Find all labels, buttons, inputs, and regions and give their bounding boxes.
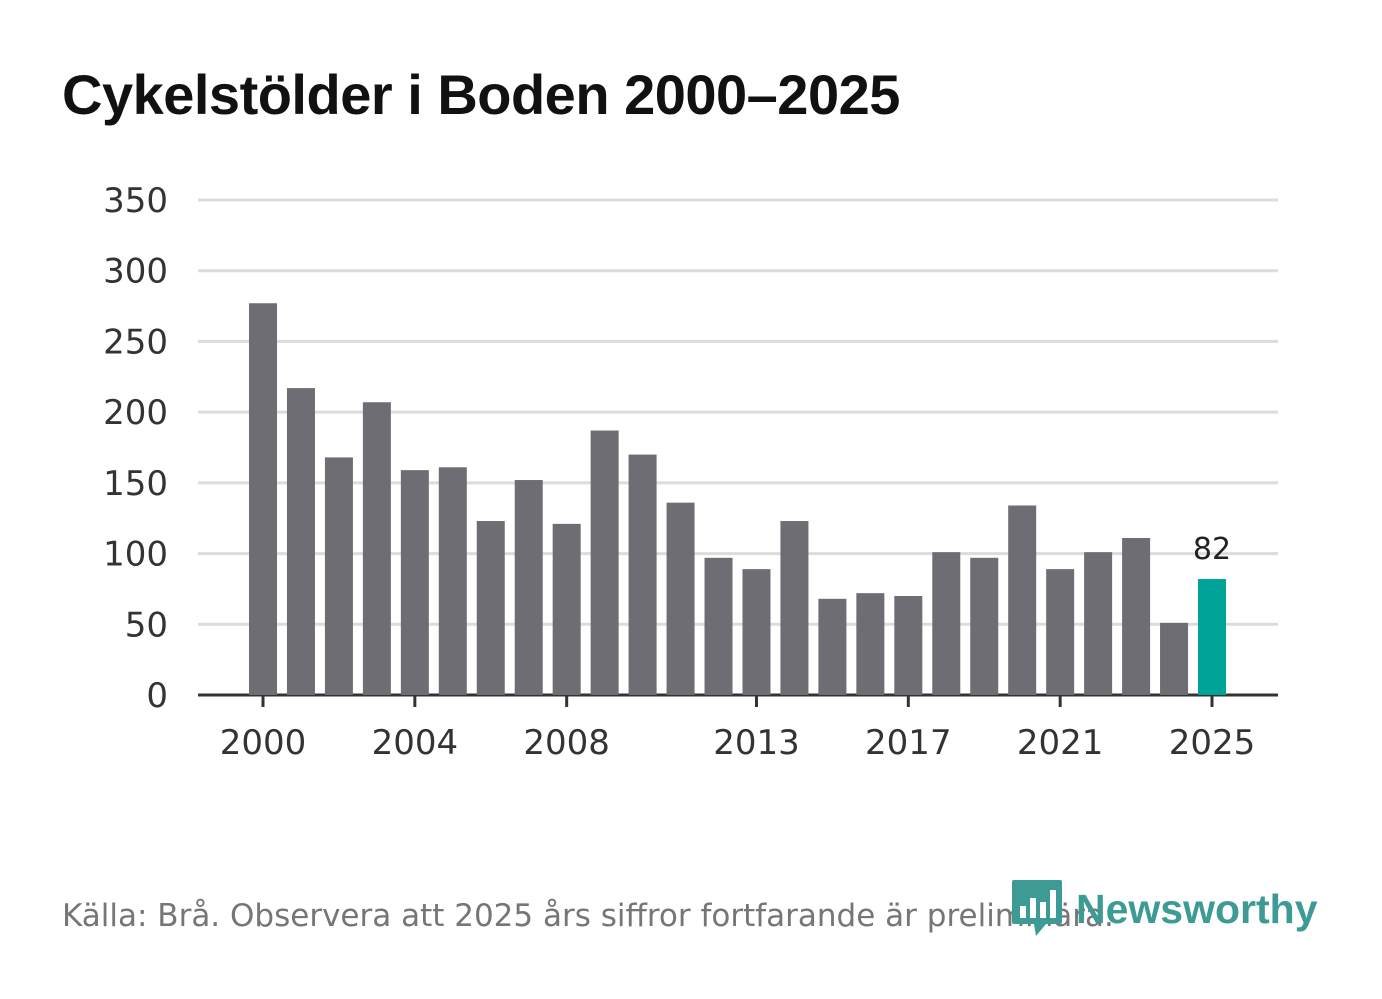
brand-name: Newsworthy — [1076, 885, 1318, 932]
x-tick-label: 2025 — [1169, 723, 1256, 763]
annotations: 82 — [1193, 532, 1231, 567]
bar — [856, 593, 885, 695]
y-tick-label: 50 — [125, 605, 168, 645]
x-axis-ticks: 2000 2004 2008 2013 2017 2021 2025 — [220, 695, 1256, 763]
bar — [1084, 552, 1113, 695]
x-tick-label: 2000 — [220, 723, 307, 763]
bar — [476, 521, 505, 695]
bar — [1008, 505, 1037, 695]
y-tick-label: 350 — [103, 181, 168, 221]
bar — [742, 569, 771, 695]
bar — [514, 480, 543, 695]
bar — [818, 598, 847, 695]
y-tick-label: 250 — [103, 322, 168, 362]
bar — [628, 454, 657, 695]
bar — [362, 402, 391, 695]
y-axis-ticks: 0 50 100 150 200 250 300 350 — [103, 181, 168, 716]
newsworthy-logo: Newsworthy — [1010, 878, 1318, 940]
bar — [970, 557, 999, 695]
bar — [780, 521, 809, 695]
value-label-2025: 82 — [1193, 532, 1231, 567]
x-tick-label: 2017 — [865, 723, 952, 763]
source-note: Källa: Brå. Observera att 2025 års siffr… — [62, 898, 1114, 934]
bar — [666, 502, 695, 695]
y-tick-label: 300 — [103, 252, 168, 292]
x-tick-label: 2004 — [372, 723, 459, 763]
bar-chart-flag-icon — [1012, 880, 1062, 936]
bars — [249, 303, 1226, 695]
bar — [1046, 569, 1075, 695]
bar — [249, 303, 277, 695]
x-tick-label: 2008 — [523, 723, 610, 763]
y-tick-label: 100 — [103, 535, 168, 575]
bar — [1160, 622, 1189, 695]
bar — [894, 596, 923, 695]
bar — [590, 430, 619, 695]
y-tick-label: 200 — [103, 393, 168, 433]
bar-highlight — [1198, 579, 1226, 695]
y-tick-label: 0 — [146, 676, 168, 716]
bar — [932, 552, 961, 695]
bar — [1122, 538, 1151, 695]
gridlines — [198, 198, 1278, 697]
bar — [704, 557, 733, 695]
bar — [400, 470, 429, 695]
bar — [438, 467, 467, 695]
x-tick-label: 2021 — [1017, 723, 1104, 763]
chart-title: Cykelstölder i Boden 2000–2025 — [62, 63, 900, 126]
bar — [552, 523, 581, 695]
y-tick-label: 150 — [103, 464, 168, 504]
x-tick-label: 2013 — [713, 723, 800, 763]
bar — [324, 457, 353, 695]
bar — [286, 388, 315, 695]
